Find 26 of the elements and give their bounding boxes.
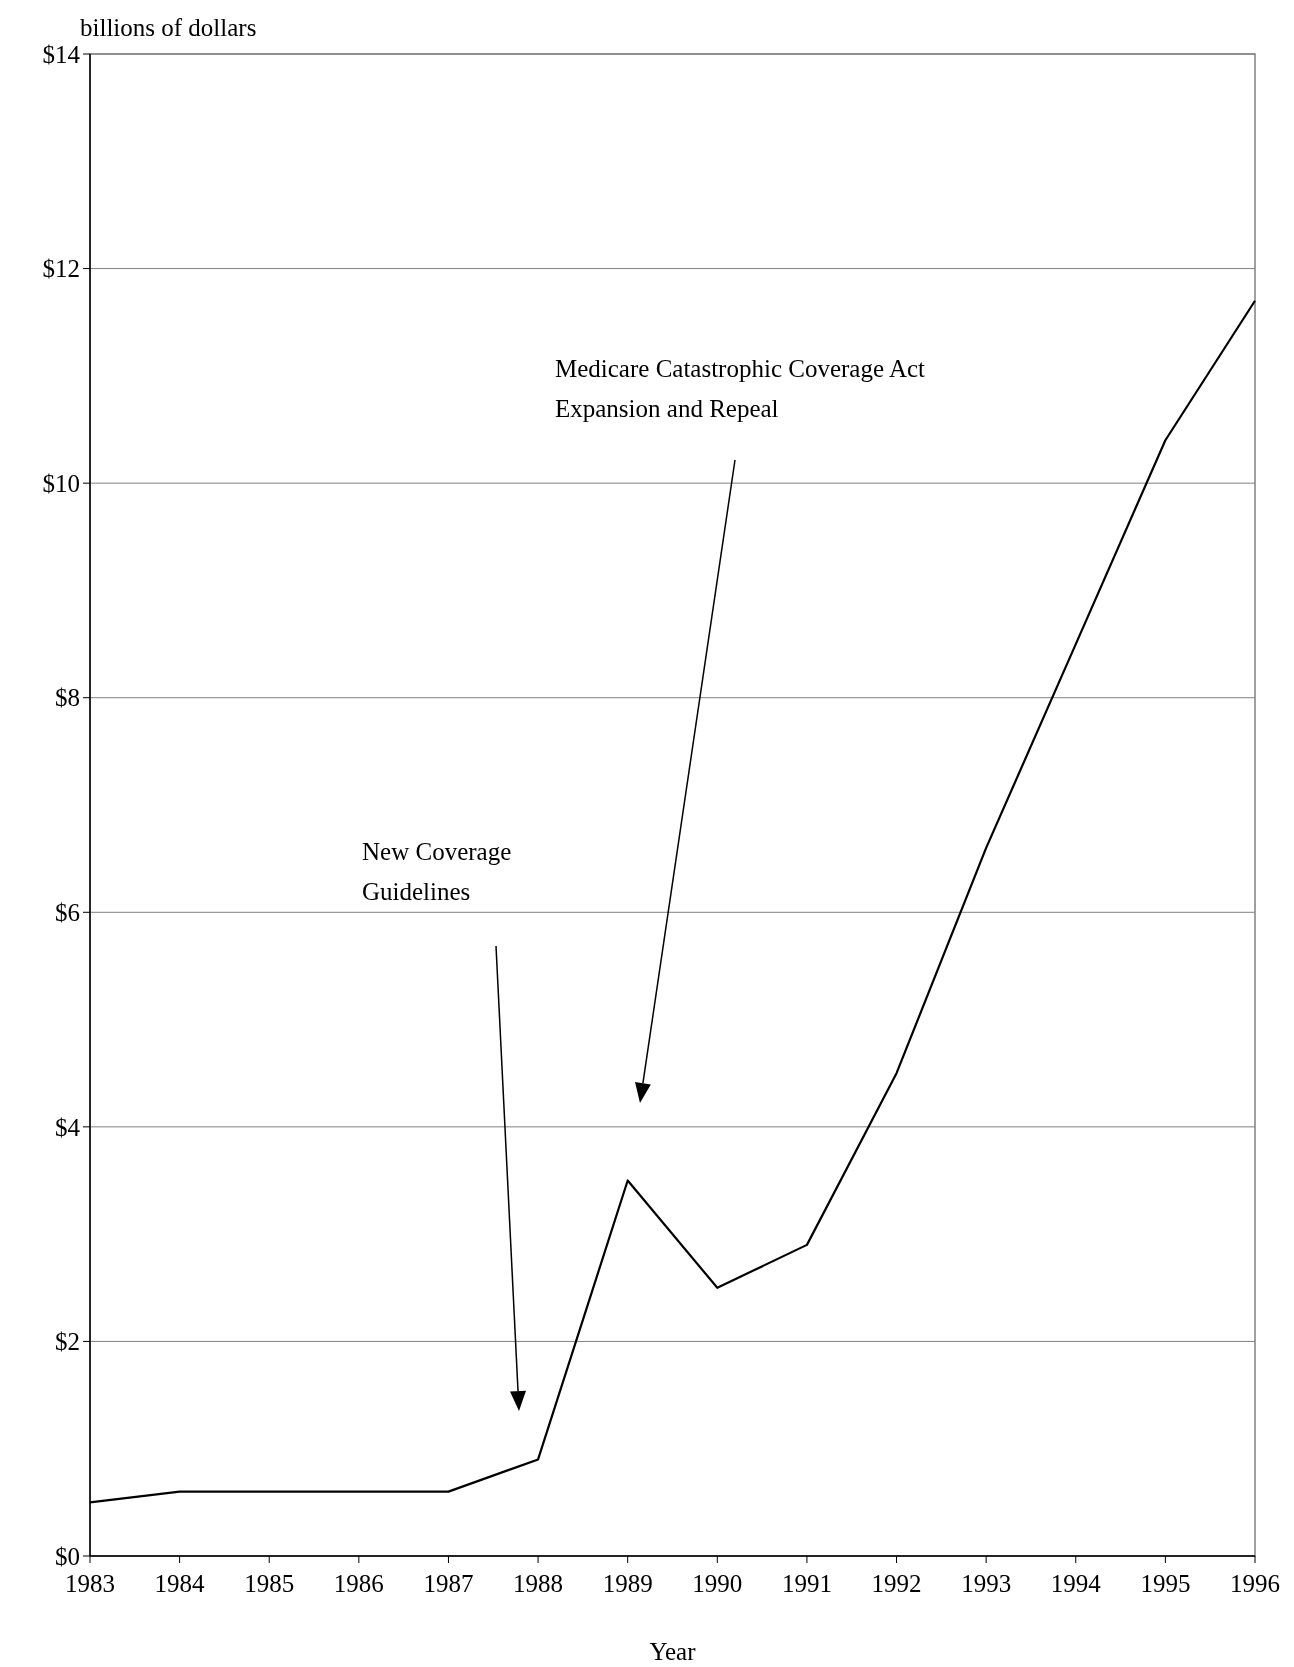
- y-tick-label: $14: [42, 40, 81, 68]
- x-tick-label: 1989: [602, 1570, 653, 1597]
- x-tick-label: 1993: [961, 1570, 1012, 1597]
- x-tick-label: 1985: [244, 1570, 295, 1597]
- x-tick-label: 1992: [871, 1570, 922, 1597]
- x-tick-label: 1994: [1050, 1570, 1102, 1597]
- y-tick-label: $4: [55, 1113, 81, 1141]
- y-tick-label: $10: [42, 469, 80, 497]
- y-tick-label: $8: [55, 684, 80, 712]
- x-tick-label: 1986: [333, 1570, 384, 1597]
- x-tick-label: 1984: [154, 1570, 206, 1597]
- x-tick-label: 1996: [1230, 1570, 1280, 1597]
- x-axis-title: Year: [649, 1638, 697, 1665]
- y-axis-title: billions of dollars: [80, 14, 257, 41]
- y-tick-label: $12: [42, 255, 80, 283]
- x-tick-label: 1990: [692, 1570, 743, 1597]
- x-tick-label: 1983: [65, 1570, 115, 1597]
- y-tick-label: $0: [55, 1542, 80, 1570]
- x-tick-label: 1995: [1140, 1570, 1191, 1597]
- x-tick-label: 1988: [513, 1570, 564, 1597]
- annotation: Medicare Catastrophic Coverage Act Expansion and Repeal: [555, 355, 926, 422]
- x-tick-label: 1987: [423, 1570, 474, 1597]
- y-tick-label: $2: [55, 1328, 80, 1356]
- x-tick-label: 1991: [781, 1570, 832, 1597]
- annotation: New Coverage Guidelines: [362, 838, 512, 905]
- y-tick-label: $6: [55, 899, 80, 927]
